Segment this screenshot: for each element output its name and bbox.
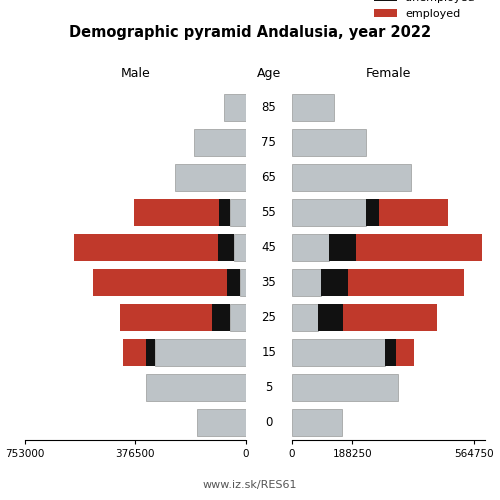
Bar bbox=[292, 130, 366, 156]
Bar bbox=[292, 410, 342, 436]
Bar bbox=[120, 304, 212, 330]
Bar bbox=[146, 374, 246, 400]
Bar bbox=[344, 304, 436, 330]
Bar bbox=[366, 200, 378, 226]
Bar bbox=[218, 234, 234, 260]
Bar bbox=[329, 234, 356, 260]
Bar bbox=[94, 270, 226, 295]
Bar bbox=[292, 234, 329, 260]
Bar bbox=[292, 270, 321, 295]
Bar bbox=[220, 200, 230, 226]
Bar bbox=[396, 340, 414, 365]
Text: Age: Age bbox=[256, 67, 281, 80]
Legend: inactive, unemployed, employed: inactive, unemployed, employed bbox=[370, 0, 480, 23]
Bar bbox=[348, 270, 464, 295]
Bar bbox=[194, 130, 246, 156]
Bar bbox=[378, 200, 448, 226]
Bar bbox=[292, 340, 385, 365]
Bar bbox=[146, 340, 155, 365]
Bar bbox=[230, 304, 246, 330]
Bar bbox=[292, 94, 334, 120]
Bar bbox=[318, 304, 344, 330]
Bar bbox=[292, 304, 318, 330]
Bar bbox=[224, 94, 246, 120]
Bar bbox=[134, 200, 220, 226]
Bar bbox=[356, 234, 482, 260]
Text: Demographic pyramid Andalusia, year 2022: Demographic pyramid Andalusia, year 2022 bbox=[69, 25, 431, 40]
Bar bbox=[155, 340, 246, 365]
Bar bbox=[292, 164, 411, 190]
Bar bbox=[226, 270, 240, 295]
Bar bbox=[176, 164, 246, 190]
Text: www.iz.sk/RES61: www.iz.sk/RES61 bbox=[203, 480, 297, 490]
Bar bbox=[321, 270, 348, 295]
Bar bbox=[74, 234, 218, 260]
Bar bbox=[122, 340, 146, 365]
Bar bbox=[230, 200, 246, 226]
Bar bbox=[240, 270, 246, 295]
Bar bbox=[212, 304, 230, 330]
Text: Female: Female bbox=[366, 67, 411, 80]
Bar bbox=[198, 410, 246, 436]
Text: Male: Male bbox=[120, 67, 150, 80]
Bar bbox=[292, 374, 398, 400]
Bar bbox=[385, 340, 396, 365]
Bar bbox=[234, 234, 246, 260]
Bar bbox=[292, 200, 366, 226]
